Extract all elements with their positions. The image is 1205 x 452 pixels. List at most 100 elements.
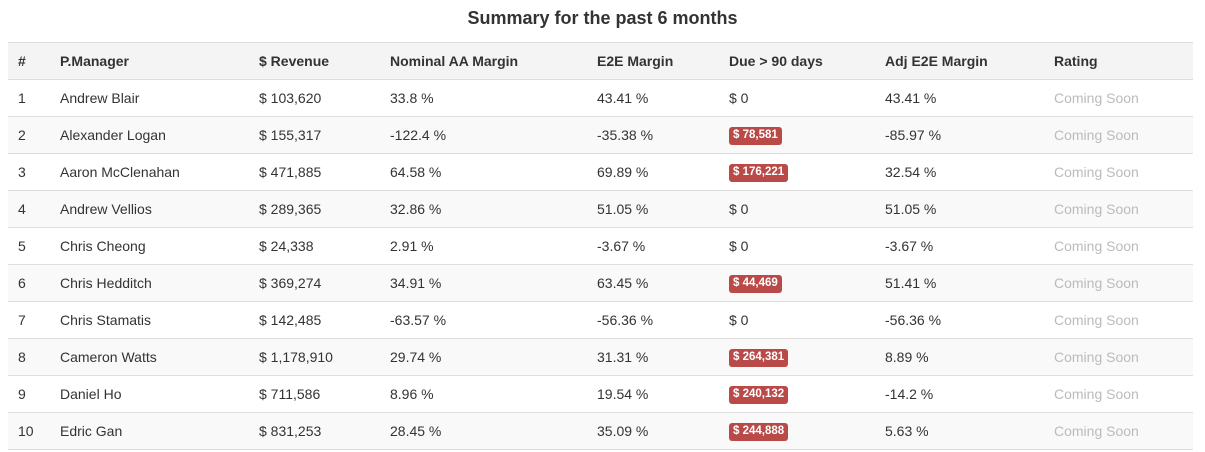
table-row[interactable]: 10 Edric Gan $ 831,253 28.45 % 35.09 % $ 244,… (8, 412, 1193, 450)
rating-cell: Coming Soon (1054, 423, 1139, 439)
row-number-cell: 2 (18, 127, 26, 143)
table-header-row: # P.Manager $ Revenue Nominal AA Margin … (8, 42, 1193, 80)
rating-cell: Coming Soon (1054, 201, 1139, 217)
e2e-margin-cell: 43.41 % (597, 90, 649, 106)
manager-name-cell: Chris Hedditch (60, 275, 152, 291)
due-90-days-cell: $ 244,888 (719, 413, 875, 450)
row-number-cell: 4 (18, 201, 26, 217)
nominal-aa-margin-cell: -63.57 % (390, 312, 447, 328)
table-row[interactable]: 8 Cameron Watts $ 1,178,910 29.74 % 31.31 % $… (8, 338, 1193, 376)
revenue-cell: $ 289,365 (259, 201, 322, 217)
rating-cell: Coming Soon (1054, 90, 1139, 106)
column-header-number[interactable]: # (18, 53, 26, 69)
adj-e2e-margin-cell: -14.2 % (885, 386, 934, 402)
column-header-nominal-aa-margin[interactable]: Nominal AA Margin (390, 53, 519, 69)
due-90-days-cell: $ 44,469 (719, 265, 875, 302)
revenue-cell: $ 471,885 (259, 164, 322, 180)
table-row[interactable]: 2 Alexander Logan $ 155,317 -122.4 % -35.38 … (8, 116, 1193, 154)
e2e-margin-cell: 31.31 % (597, 349, 649, 365)
overdue-badge: $ 240,132 (729, 386, 789, 404)
manager-name-cell: Chris Cheong (60, 238, 146, 254)
page-title: Summary for the past 6 months (467, 8, 738, 28)
column-header-due-90-days[interactable]: Due > 90 days (729, 53, 823, 69)
nominal-aa-margin-cell: 8.96 % (390, 386, 434, 402)
manager-name-cell: Alexander Logan (60, 127, 166, 143)
due-90-days-cell: $ 240,132 (719, 376, 875, 413)
row-number-cell: 5 (18, 238, 26, 254)
overdue-badge: $ 78,581 (729, 127, 782, 145)
nominal-aa-margin-cell: 2.91 % (390, 238, 434, 254)
overdue-badge: $ 44,469 (729, 275, 782, 293)
due-90-days-cell: $ 0 (729, 201, 749, 217)
table-row[interactable]: 6 Chris Hedditch $ 369,274 34.91 % 63.45 % $ … (8, 264, 1193, 302)
row-number-cell: 1 (18, 90, 26, 106)
rating-cell: Coming Soon (1054, 275, 1139, 291)
table-row[interactable]: 1 Andrew Blair $ 103,620 33.8 % 43.41 % $ 0 43… (8, 79, 1193, 117)
overdue-badge: $ 244,888 (729, 423, 789, 441)
e2e-margin-cell: -35.38 % (597, 127, 654, 143)
adj-e2e-margin-cell: -85.97 % (885, 127, 942, 143)
column-header-e2e-margin[interactable]: E2E Margin (597, 53, 674, 69)
rating-cell: Coming Soon (1054, 312, 1139, 328)
rating-cell: Coming Soon (1054, 349, 1139, 365)
manager-name-cell: Andrew Blair (60, 90, 140, 106)
table-row[interactable]: 5 Chris Cheong $ 24,338 2.91 % -3.67 % $ 0 -3.… (8, 227, 1193, 265)
e2e-margin-cell: -56.36 % (597, 312, 654, 328)
column-header-manager[interactable]: P.Manager (60, 53, 129, 69)
row-number-cell: 8 (18, 349, 26, 365)
e2e-margin-cell: 19.54 % (597, 386, 649, 402)
row-number-cell: 9 (18, 386, 26, 402)
nominal-aa-margin-cell: 32.86 % (390, 201, 442, 217)
e2e-margin-cell: 63.45 % (597, 275, 649, 291)
column-header-rating[interactable]: Rating (1054, 53, 1098, 69)
nominal-aa-margin-cell: -122.4 % (390, 127, 447, 143)
overdue-badge: $ 176,221 (729, 164, 789, 182)
due-90-days-cell: $ 0 (729, 90, 749, 106)
row-number-cell: 10 (18, 423, 34, 439)
column-header-adj-e2e-margin[interactable]: Adj E2E Margin (885, 53, 988, 69)
row-number-cell: 3 (18, 164, 26, 180)
revenue-cell: $ 1,178,910 (259, 349, 333, 365)
table-row[interactable]: 7 Chris Stamatis $ 142,485 -63.57 % -56.36 %… (8, 301, 1193, 339)
rating-cell: Coming Soon (1054, 164, 1139, 180)
revenue-cell: $ 711,586 (259, 386, 321, 402)
column-header-revenue[interactable]: $ Revenue (259, 53, 330, 69)
due-90-days-cell: $ 0 (729, 312, 749, 328)
manager-name-cell: Cameron Watts (60, 349, 157, 365)
adj-e2e-margin-cell: 8.89 % (885, 349, 929, 365)
revenue-cell: $ 831,253 (259, 423, 322, 439)
due-90-days-cell: $ 176,221 (719, 154, 875, 191)
nominal-aa-margin-cell: 33.8 % (390, 90, 434, 106)
e2e-margin-cell: 35.09 % (597, 423, 649, 439)
revenue-cell: $ 369,274 (259, 275, 322, 291)
e2e-margin-cell: -3.67 % (597, 238, 646, 254)
nominal-aa-margin-cell: 34.91 % (390, 275, 442, 291)
nominal-aa-margin-cell: 28.45 % (390, 423, 442, 439)
nominal-aa-margin-cell: 29.74 % (390, 349, 442, 365)
adj-e2e-margin-cell: 51.05 % (885, 201, 937, 217)
rating-cell: Coming Soon (1054, 386, 1139, 402)
revenue-cell: $ 24,338 (259, 238, 314, 254)
manager-name-cell: Chris Stamatis (60, 312, 152, 328)
table-row[interactable]: 4 Andrew Vellios $ 289,365 32.86 % 51.05 % $ … (8, 190, 1193, 228)
manager-name-cell: Edric Gan (60, 423, 123, 439)
manager-name-cell: Daniel Ho (60, 386, 122, 402)
adj-e2e-margin-cell: 51.41 % (885, 275, 937, 291)
adj-e2e-margin-cell: -3.67 % (885, 238, 934, 254)
table-row[interactable]: 3 Aaron McClenahan $ 471,885 64.58 % 69.89 %… (8, 153, 1193, 191)
manager-name-cell: Aaron McClenahan (60, 164, 180, 180)
revenue-cell: $ 142,485 (259, 312, 322, 328)
due-90-days-cell: $ 264,381 (719, 339, 875, 376)
row-number-cell: 7 (18, 312, 26, 328)
nominal-aa-margin-cell: 64.58 % (390, 164, 442, 180)
revenue-cell: $ 155,317 (259, 127, 322, 143)
adj-e2e-margin-cell: -56.36 % (885, 312, 942, 328)
adj-e2e-margin-cell: 43.41 % (885, 90, 937, 106)
overdue-badge: $ 264,381 (729, 349, 789, 367)
e2e-margin-cell: 51.05 % (597, 201, 649, 217)
e2e-margin-cell: 69.89 % (597, 164, 649, 180)
revenue-cell: $ 103,620 (259, 90, 322, 106)
table-row[interactable]: 9 Daniel Ho $ 711,586 8.96 % 19.54 % $ 240,13… (8, 375, 1193, 413)
due-90-days-cell: $ 78,581 (719, 117, 875, 154)
row-number-cell: 6 (18, 275, 26, 291)
